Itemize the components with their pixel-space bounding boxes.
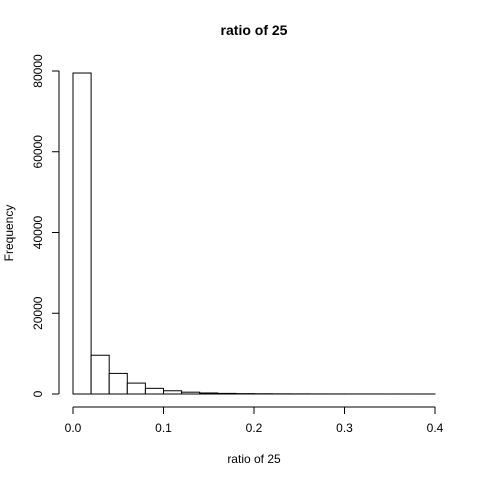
histogram-bar-2 (108, 372, 128, 395)
histogram-bar-1 (90, 354, 110, 395)
x-tick-label-1: 0.1 (155, 421, 172, 435)
chart-title: ratio of 25 (221, 22, 288, 38)
histogram-bar-5 (163, 390, 183, 395)
x-tick-label-0: 0.0 (65, 421, 82, 435)
x-tick-label-3: 0.3 (336, 421, 353, 435)
y-tick-label-3: 60000 (31, 135, 45, 169)
x-tick-label-2: 0.2 (246, 421, 263, 435)
histogram-bar-7 (199, 392, 219, 395)
histogram-bar-4 (144, 387, 164, 395)
x-axis-label: ratio of 25 (227, 452, 281, 466)
y-tick-label-2: 40000 (31, 215, 45, 249)
histogram-bar-8 (217, 392, 237, 395)
bars-group (72, 72, 436, 395)
y-axis-label: Frequency (2, 205, 16, 262)
y-axis: 0 20000 40000 60000 80000 (31, 54, 60, 397)
histogram-bar-0 (72, 72, 92, 395)
x-axis: 0.0 0.1 0.2 0.3 0.4 (65, 406, 444, 435)
histogram-bar-6 (181, 391, 201, 395)
histogram-bar-3 (126, 382, 146, 395)
y-tick-label-1: 20000 (31, 296, 45, 330)
y-tick-label-4: 80000 (31, 54, 45, 88)
y-tick-label-0: 0 (31, 390, 45, 397)
x-tick-label-4: 0.4 (427, 421, 444, 435)
